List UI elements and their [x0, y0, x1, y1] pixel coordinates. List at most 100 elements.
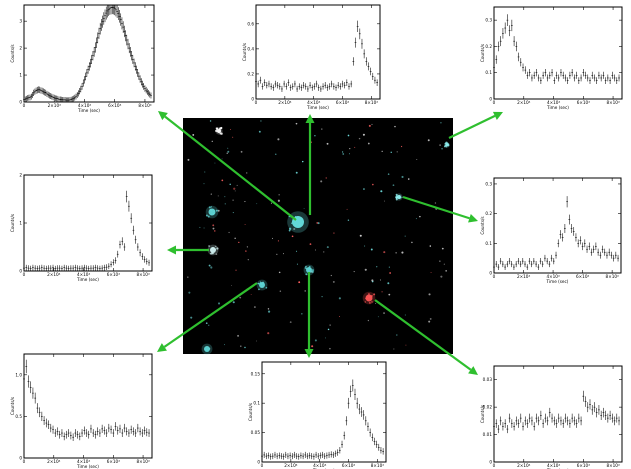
source-mid-left	[207, 244, 219, 256]
plot-frame	[23, 353, 153, 459]
star	[278, 271, 281, 274]
arrow-to-bottom-center	[304, 272, 314, 358]
star	[238, 241, 240, 243]
x-axis-label: Time (sec)	[77, 108, 100, 113]
star	[321, 295, 323, 298]
x-tick-label: 4×10⁴	[547, 463, 561, 468]
star	[321, 128, 323, 130]
star	[347, 219, 350, 221]
star	[364, 268, 367, 271]
star	[415, 218, 417, 220]
star	[362, 188, 365, 191]
star	[404, 314, 406, 316]
star	[434, 202, 437, 204]
y-tick-label: 0	[19, 100, 22, 105]
star	[276, 253, 278, 256]
star	[232, 136, 234, 138]
y-axis-label: Counts/s	[480, 44, 485, 62]
source-left-cyan	[205, 205, 219, 219]
star	[325, 177, 327, 179]
star	[388, 266, 390, 268]
arrow-to-top-center	[305, 114, 315, 215]
star	[295, 122, 298, 125]
x-axis-label: Time (sec)	[546, 105, 569, 110]
source-right	[395, 193, 403, 201]
x-tick-label: 4×10⁴	[547, 100, 561, 105]
star	[221, 158, 223, 160]
star	[302, 160, 304, 163]
star	[267, 310, 271, 313]
star	[204, 171, 206, 173]
x-tick-label: 0	[493, 100, 496, 105]
star	[419, 215, 421, 218]
x-tick-label: 2×10⁴	[278, 100, 292, 105]
star	[267, 308, 270, 310]
star	[234, 190, 236, 192]
star	[282, 253, 285, 255]
star	[224, 203, 226, 205]
star	[224, 196, 226, 198]
x-tick-label: 8×10⁴	[136, 459, 150, 464]
data-series	[493, 390, 620, 434]
star	[233, 187, 236, 190]
star	[324, 337, 326, 339]
star	[246, 172, 248, 174]
x-tick-label: 0	[23, 103, 26, 108]
x-tick-label: 2×10⁴	[47, 272, 61, 277]
y-axis-label: Counts/s	[480, 216, 485, 234]
x-tick-label: 2×10⁴	[48, 103, 62, 108]
star	[354, 146, 356, 148]
star	[383, 312, 385, 315]
star	[304, 290, 306, 292]
star	[234, 237, 236, 239]
x-tick-label: 8×10⁴	[606, 100, 620, 105]
star	[199, 226, 201, 228]
y-tick-label: 0.3	[485, 181, 492, 186]
star	[298, 281, 301, 284]
light-curve-panels: 0 2×10⁴ 4×10⁴ 6×10⁴ 8×10⁴ 0 1 2 3 Time (sec) Count…	[10, 4, 623, 469]
star	[380, 190, 383, 193]
star	[411, 241, 413, 244]
plot-frame	[23, 174, 153, 272]
star	[240, 345, 242, 347]
y-tick-label: 0	[19, 456, 22, 461]
y-tick-label: 0.6	[247, 21, 254, 26]
star	[342, 153, 345, 155]
light-curve-panel-top-center: 0 2×10⁴ 4×10⁴ 6×10⁴ 8×10⁴ 0 0.2 0.4 0.6 Time (sec…	[242, 4, 381, 110]
y-tick-label: 0.01	[483, 432, 493, 437]
y-tick-label: 2	[19, 173, 22, 178]
star	[244, 346, 246, 349]
star	[376, 266, 378, 268]
star	[244, 224, 246, 226]
star	[364, 245, 366, 247]
star	[388, 293, 391, 296]
star	[296, 263, 299, 265]
arrow-to-top-right	[448, 111, 503, 139]
star	[347, 134, 350, 137]
star	[339, 316, 340, 317]
y-tick-label: 0.2	[247, 71, 254, 76]
x-tick-label: 6×10⁴	[107, 272, 121, 277]
star	[270, 202, 272, 204]
star	[371, 123, 373, 125]
star	[381, 150, 383, 152]
star	[215, 253, 218, 256]
y-tick-label: 0.15	[251, 371, 261, 376]
star	[392, 184, 395, 187]
x-tick-label: 4×10⁴	[313, 463, 327, 468]
star	[187, 158, 190, 161]
plot-frame	[255, 4, 381, 100]
y-axis-label: Counts/s	[10, 214, 15, 232]
y-tick-label: 0	[257, 460, 260, 465]
star	[407, 178, 410, 180]
x-axis-label: Time (sec)	[76, 277, 99, 282]
star	[439, 260, 441, 262]
y-tick-label: 0	[251, 97, 254, 102]
star	[314, 135, 316, 137]
source-upper-left	[215, 126, 223, 135]
star	[428, 320, 431, 323]
x-tick-label: 2×10⁴	[517, 274, 531, 279]
x-tick-label: 4×10⁴	[307, 100, 321, 105]
star	[208, 324, 210, 326]
